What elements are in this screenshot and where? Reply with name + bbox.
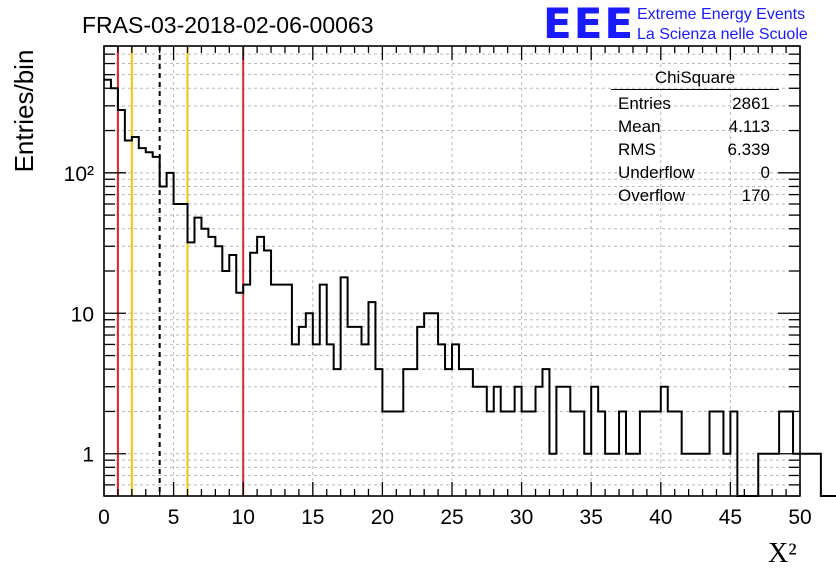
threshold-lines — [116, 46, 245, 496]
stats-row-entries: Entries 2861 — [611, 92, 779, 115]
stats-label: RMS — [618, 140, 656, 159]
x-tick-label: 50 — [788, 506, 811, 529]
x-axis-label-text: X² — [768, 538, 797, 569]
x-tick-labels: 0 5 10 15 20 25 30 35 40 45 50 — [98, 506, 812, 529]
stats-label: Entries — [618, 94, 671, 113]
y-axis-label: Entries/bin — [9, 49, 39, 173]
stats-label: Overflow — [618, 186, 686, 205]
stats-value: 4.113 — [728, 117, 770, 136]
eee-logo: EEE — [543, 0, 636, 48]
x-tick-label: 40 — [649, 506, 672, 529]
logo-line-1: Extreme Energy Events — [637, 6, 806, 23]
x-tick-label: 10 — [232, 506, 255, 529]
stats-title: ChiSquare — [611, 68, 779, 90]
x-tick-label: 35 — [580, 506, 603, 529]
y-tick-label: 10 — [71, 303, 94, 326]
stats-box: ChiSquare Entries 2861 Mean 4.113 RMS 6.339… — [611, 68, 779, 207]
x-tick-label: 15 — [301, 506, 324, 529]
x-tick-label: 20 — [371, 506, 394, 529]
histogram-series — [104, 78, 836, 497]
stats-value: 170 — [741, 186, 770, 205]
stats-label: Underflow — [618, 163, 695, 182]
logo-line-2: La Scienza nelle Scuole — [637, 26, 808, 43]
y-tick-labels: 1 10 10² — [64, 163, 94, 467]
y-tick-label: 10² — [64, 163, 94, 186]
x-tick-label: 5 — [168, 506, 180, 529]
stats-value: 2861 — [732, 94, 770, 113]
stats-row-overflow: Overflow 170 — [611, 184, 779, 207]
stats-row-underflow: Underflow 0 — [611, 161, 779, 184]
x-tick-label: 25 — [440, 506, 463, 529]
chart-title: FRAS-03-2018-02-06-00063 — [82, 12, 374, 38]
axis-ticks — [103, 45, 801, 497]
x-tick-label: 45 — [719, 506, 742, 529]
stats-value: 6.339 — [727, 140, 770, 159]
x-tick-label: 0 — [98, 506, 110, 529]
x-axis-label: X² — [768, 538, 797, 570]
stats-row-mean: Mean 4.113 — [611, 115, 779, 138]
stats-value: 0 — [760, 163, 770, 182]
x-tick-label: 30 — [510, 506, 533, 529]
y-tick-label: 1 — [82, 444, 94, 467]
stats-row-rms: RMS 6.339 — [611, 138, 779, 161]
stats-label: Mean — [618, 117, 661, 136]
